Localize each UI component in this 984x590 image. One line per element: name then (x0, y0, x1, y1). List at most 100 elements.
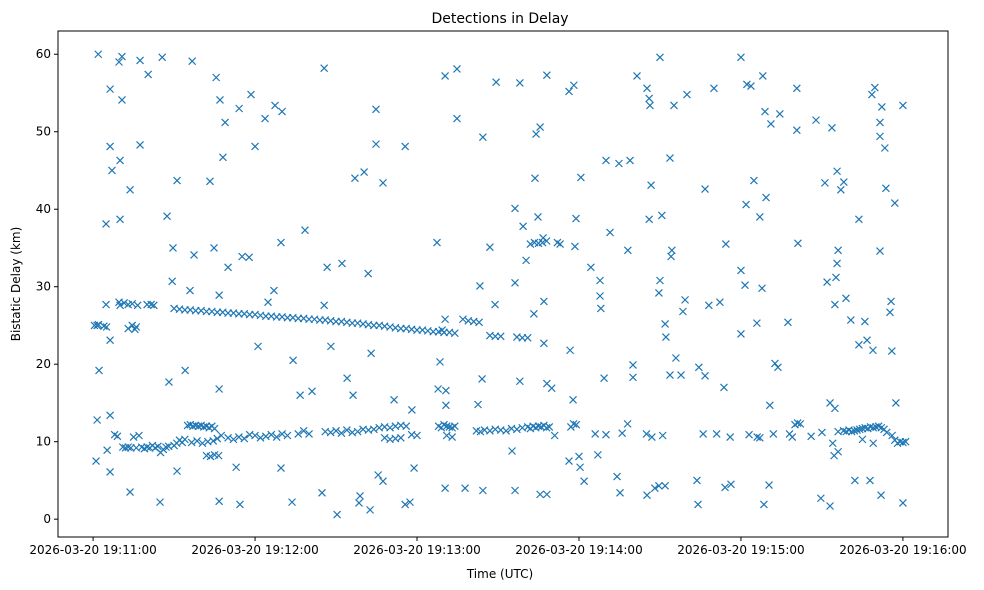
data-point (288, 498, 296, 507)
data-point (519, 222, 528, 231)
data-point (666, 154, 674, 163)
data-point (441, 484, 450, 493)
data-point (766, 120, 775, 128)
data-point (441, 315, 450, 324)
data-point (550, 431, 559, 440)
data-point (102, 300, 110, 309)
data-point (667, 246, 676, 255)
data-point (796, 419, 805, 428)
data-point (118, 96, 126, 104)
data-point (401, 500, 410, 509)
data-point (826, 502, 834, 510)
data-point (162, 443, 170, 452)
data-point (542, 71, 551, 80)
x-tick-label: 2026-03-20 19:15:00 (677, 543, 804, 557)
data-point (758, 284, 766, 293)
data-point (349, 391, 357, 400)
data-point (173, 176, 181, 185)
data-point (870, 83, 879, 92)
data-point (881, 184, 890, 193)
x-tick-label: 2026-03-20 19:16:00 (839, 543, 966, 557)
data-point (860, 317, 869, 326)
data-point (251, 142, 259, 151)
data-point (320, 64, 329, 73)
data-point (106, 142, 115, 151)
data-point (793, 419, 802, 428)
data-point (626, 156, 634, 165)
y-tick-label: 50 (36, 125, 51, 139)
data-point (461, 484, 469, 493)
data-point (816, 494, 825, 503)
data-point (793, 239, 802, 248)
data-point (229, 435, 238, 444)
data-point (156, 498, 164, 507)
data-point (762, 193, 770, 202)
data-point (593, 450, 602, 459)
data-point (264, 298, 272, 307)
data-point (877, 491, 885, 500)
data-point (880, 144, 889, 152)
data-point (867, 90, 876, 99)
data-point (661, 333, 670, 342)
data-point (846, 316, 855, 324)
data-point (701, 185, 709, 194)
data-point (869, 346, 877, 355)
data-point (538, 238, 547, 247)
data-point (522, 256, 531, 265)
data-point (882, 428, 891, 437)
data-point (153, 442, 162, 451)
data-point (136, 56, 144, 65)
data-point (372, 140, 380, 149)
x-axis: 2026-03-20 19:11:00 2026-03-20 19:12:00 20… (29, 537, 967, 557)
data-point (726, 433, 735, 441)
data-point (108, 166, 116, 175)
data-point (450, 422, 459, 431)
data-point (869, 439, 878, 448)
data-point (106, 336, 115, 345)
data-point (190, 251, 198, 259)
y-axis: 0 10 20 30 40 50 60 (36, 47, 58, 526)
data-point (181, 366, 190, 375)
data-point (209, 436, 218, 445)
data-point (623, 419, 632, 428)
data-point (308, 387, 316, 396)
data-point (839, 178, 848, 187)
data-point (332, 426, 340, 435)
data-point (261, 432, 270, 441)
data-point (277, 238, 285, 247)
data-point (618, 429, 627, 438)
data-point (715, 298, 724, 307)
data-point (337, 429, 346, 438)
data-point (283, 431, 292, 440)
data-point (515, 377, 524, 386)
data-point (396, 433, 405, 442)
data-point (721, 240, 730, 249)
data-point (623, 246, 632, 255)
y-tick-label: 60 (36, 47, 51, 61)
data-point (830, 404, 839, 413)
data-point (369, 425, 378, 434)
data-point (596, 276, 604, 285)
data-point (876, 118, 884, 127)
data-point (180, 435, 189, 444)
data-point (755, 433, 764, 442)
data-point (529, 309, 538, 318)
data-point (887, 297, 895, 306)
data-point (683, 90, 691, 99)
data-point (646, 101, 654, 110)
data-point (206, 177, 214, 186)
data-point (712, 430, 721, 438)
data-point (596, 304, 605, 313)
data-point (661, 319, 670, 328)
data-point (820, 178, 829, 187)
data-point (355, 498, 363, 507)
data-point (613, 472, 621, 481)
x-tick-label: 2026-03-20 19:14:00 (515, 543, 642, 557)
data-point (401, 142, 410, 151)
data-point (474, 400, 482, 409)
data-point (410, 464, 418, 472)
data-point (886, 308, 894, 317)
data-point (323, 263, 332, 272)
data-point (360, 168, 369, 176)
